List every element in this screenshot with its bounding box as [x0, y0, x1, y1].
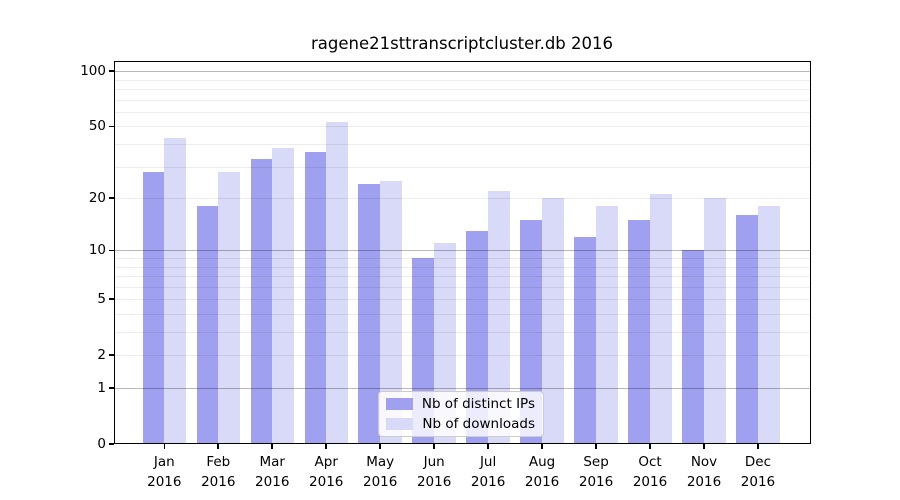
bar-downloads-apr: [326, 121, 348, 444]
bar-downloads-dec: [757, 206, 780, 444]
gridline-2: [113, 355, 811, 357]
bar-distinct-ips-sep: [574, 236, 597, 444]
gridline-1: [113, 388, 811, 389]
bar-downloads-oct: [650, 194, 672, 444]
gridline-4: [113, 313, 811, 315]
bar-distinct-ips-dec: [736, 215, 758, 444]
gridline-8: [113, 266, 811, 268]
bar-downloads-jul: [488, 190, 510, 444]
y-tick-label-1: 1: [97, 380, 106, 396]
gridline-70: [113, 99, 811, 101]
gridline-9: [113, 258, 811, 259]
x-tick-apr: [325, 444, 327, 449]
gridline-3: [113, 332, 811, 334]
x-tick-label-feb: Feb 2016: [201, 454, 236, 490]
gridline-7: [113, 276, 811, 278]
gridline-90: [113, 79, 811, 81]
x-tick-oct: [649, 444, 651, 449]
x-tick-aug: [541, 444, 543, 449]
legend-row-distinct-ips: Nb of distinct IPs: [386, 396, 535, 412]
gridline-100: [113, 71, 811, 73]
y-tick-label-10: 10: [88, 242, 106, 259]
x-tick-jul: [487, 444, 489, 449]
y-tick-label-50: 50: [88, 118, 106, 135]
bar-distinct-ips-oct: [628, 220, 651, 444]
x-tick-dec: [757, 444, 759, 449]
x-tick-nov: [703, 444, 705, 449]
x-tick-may: [379, 444, 381, 449]
x-tick-label-aug: Aug 2016: [524, 454, 560, 490]
bar-distinct-ips-mar: [250, 159, 273, 444]
bar-downloads-feb: [218, 172, 240, 444]
bar-downloads-mar: [272, 148, 294, 444]
y-tick-10: [108, 249, 114, 252]
x-tick-mar: [271, 444, 274, 449]
gridline-50: [113, 126, 811, 128]
x-tick-jun: [433, 444, 435, 449]
x-tick-label-jun: Jun 2016: [416, 454, 452, 490]
x-tick-jan: [163, 444, 166, 449]
y-tick-50: [108, 125, 114, 128]
bar-distinct-ips-may: [358, 183, 381, 444]
bar-downloads-aug: [542, 198, 564, 444]
y-tick-label-0: 0: [97, 436, 106, 452]
y-tick-label-2: 2: [97, 347, 106, 364]
y-tick-label-100: 100: [80, 63, 106, 80]
legend-label-downloads: Nb of downloads: [422, 415, 535, 432]
bar-distinct-ips-feb: [196, 206, 219, 444]
distinct-ips-swatch-icon: [386, 397, 413, 410]
x-tick-label-dec: Dec 2016: [740, 454, 776, 490]
gridline-30: [113, 166, 811, 168]
x-tick-label-apr: Apr 2016: [309, 454, 344, 490]
bar-distinct-ips-jan: [142, 172, 165, 444]
x-tick-label-oct: Oct 2016: [632, 454, 668, 490]
x-tick-feb: [217, 444, 220, 449]
legend-row-downloads: Nb of downloads: [386, 416, 535, 432]
bar-downloads-nov: [704, 198, 726, 444]
x-tick-sep: [595, 444, 597, 449]
gridline-6: [113, 286, 811, 288]
bar-downloads-sep: [596, 206, 618, 444]
bar-distinct-ips-apr: [304, 152, 327, 444]
gridline-5: [113, 299, 811, 301]
plot-area: [113, 60, 811, 444]
y-tick-2: [108, 354, 114, 357]
y-tick-20: [108, 197, 114, 199]
y-tick-100: [108, 70, 114, 72]
y-tick-label-20: 20: [88, 190, 106, 207]
y-tick-0: [108, 443, 114, 445]
bar-downloads-may: [380, 180, 402, 444]
legend-label-distinct-ips: Nb of distinct IPs: [421, 395, 535, 412]
y-tick-1: [108, 387, 114, 389]
gridline-80: [113, 89, 811, 91]
x-tick-label-jan: Jan 2016: [147, 454, 182, 490]
x-tick-label-nov: Nov 2016: [686, 454, 722, 490]
legend: Nb of distinct IPs Nb of downloads: [378, 390, 544, 437]
x-tick-label-mar: Mar 2016: [255, 454, 290, 490]
gridline-60: [113, 111, 811, 113]
bar-distinct-ips-aug: [520, 220, 543, 444]
gridline-40: [113, 144, 811, 146]
x-tick-label-may: May 2016: [362, 454, 398, 490]
bar-downloads-jan: [164, 138, 186, 444]
x-tick-label-sep: Sep 2016: [578, 454, 614, 490]
gridline-10: [113, 250, 811, 252]
bar-distinct-ips-nov: [682, 250, 704, 444]
gridline-20: [113, 198, 811, 200]
chart-title: ragene21sttranscriptcluster.db 2016: [310, 34, 614, 53]
x-tick-label-jul: Jul 2016: [470, 454, 506, 490]
downloads-swatch-icon: [386, 417, 413, 430]
y-tick-label-5: 5: [97, 291, 106, 308]
y-tick-5: [108, 298, 114, 301]
